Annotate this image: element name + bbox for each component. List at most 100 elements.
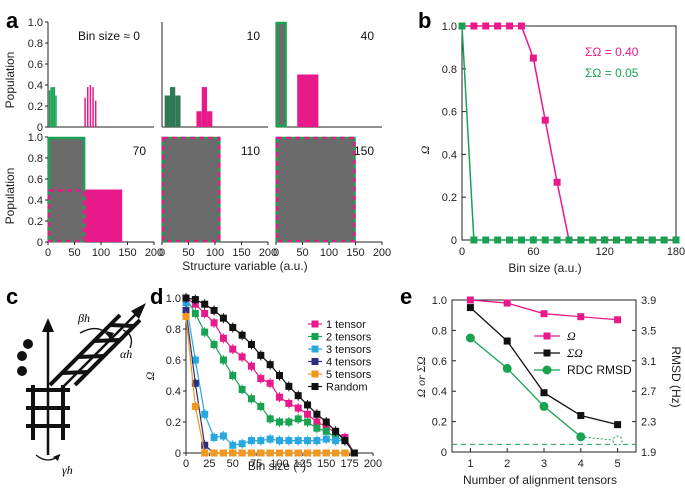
green-bar <box>175 95 181 127</box>
x-tick-label: 3 <box>541 458 547 470</box>
y-tick-label: 0.4 <box>28 195 43 207</box>
subplot-label: 110 <box>241 144 260 158</box>
y-tick-label: 0.8 <box>432 325 447 337</box>
data-point <box>229 323 237 331</box>
pink-bar <box>201 87 208 127</box>
series-line-pink <box>462 25 676 241</box>
panel-label-a: a <box>6 8 19 33</box>
legend-marker <box>311 320 319 328</box>
legend-marker <box>543 332 551 340</box>
y-tick-label: 1.0 <box>442 21 457 33</box>
x-tick-label: 50 <box>227 458 239 470</box>
data-point <box>266 449 274 457</box>
y-tick-label: 0.6 <box>28 174 43 186</box>
data-point <box>201 310 209 317</box>
data-point <box>341 449 349 457</box>
legend-marker <box>311 383 319 390</box>
data-point <box>313 437 321 445</box>
panel-d-ylabel: Ω <box>143 371 157 380</box>
data-point <box>341 437 349 445</box>
subplot-label: 40 <box>361 29 375 43</box>
data-point <box>210 306 218 314</box>
data-point <box>191 310 199 317</box>
data-point <box>332 449 340 457</box>
data-point <box>229 441 237 449</box>
data-point <box>247 449 255 457</box>
panel-a-xlabel: Structure variable (a.u.) <box>182 259 307 273</box>
y-tick-label: 0.8 <box>28 153 43 165</box>
data-point <box>350 449 358 457</box>
data-point <box>614 316 622 324</box>
legend-label: 1 tensor <box>326 319 366 331</box>
y2-tick-label: 3.1 <box>641 356 656 368</box>
panel-e-y2label: RMSD (Hz) <box>669 346 683 407</box>
legend-label: RDC RMSD <box>567 363 632 377</box>
data-point <box>182 313 190 321</box>
panel-b-ylabel: Ω <box>418 145 432 154</box>
panel-e-xlabel: Number of alignment tensors <box>463 473 617 487</box>
data-point-green <box>470 236 478 244</box>
y2-tick-label: 1.9 <box>641 447 656 459</box>
x-tick-label: 200 <box>373 247 391 259</box>
panel-c-schematic: βh αh γh <box>17 303 146 477</box>
data-point <box>257 437 265 445</box>
data-point <box>304 437 312 445</box>
data-point <box>219 356 227 364</box>
y-tick-label: 0.8 <box>28 38 43 50</box>
series-line <box>469 337 582 438</box>
y-tick-label: 0.2 <box>28 216 43 228</box>
data-point <box>219 334 227 342</box>
data-point-pink <box>494 22 502 30</box>
data-point-open <box>612 435 623 446</box>
data-point <box>247 395 255 403</box>
panel-a-ylabel-bottom: Population <box>3 168 17 225</box>
data-point <box>182 306 190 314</box>
series-line-dotted <box>580 436 618 442</box>
x-tick-label: 200 <box>259 247 277 259</box>
y-tick-label: 0.6 <box>442 107 457 119</box>
data-point <box>577 313 585 321</box>
gamma-h-label: γh <box>62 463 73 477</box>
y-tick-label: 0.2 <box>166 417 181 429</box>
y2-tick-label: 2.7 <box>641 386 656 398</box>
data-point <box>285 382 293 390</box>
y-tick-label: 0.8 <box>442 64 457 76</box>
panel-label-c: c <box>6 284 18 309</box>
data-point <box>322 418 330 426</box>
data-point <box>294 449 302 457</box>
x-tick-label: 0 <box>273 247 279 259</box>
legend-label: Ω <box>567 329 576 343</box>
panel-d-xlabel: Bin size (°) <box>248 459 306 473</box>
x-tick-label: 2 <box>504 458 510 470</box>
y-tick-label: 0.6 <box>166 355 181 367</box>
subplot-label: 10 <box>247 29 261 43</box>
x-tick-label: 150 <box>118 247 136 259</box>
data-point-green <box>529 236 537 244</box>
data-point <box>191 403 199 410</box>
data-point-green <box>553 236 561 244</box>
data-point <box>238 331 246 339</box>
panel-label-e: e <box>400 284 412 309</box>
data-point <box>257 449 265 457</box>
legend-label: 4 tensors <box>326 357 372 369</box>
y-tick-label: 1.0 <box>166 293 181 305</box>
pink-bar <box>297 74 319 127</box>
y-tick-label: 1.0 <box>432 295 447 307</box>
panel-b-annotation-pink: ΣΩ = 0.40 <box>585 45 639 59</box>
data-point <box>182 294 190 302</box>
data-point-green <box>648 236 656 244</box>
series-line-green <box>461 25 676 241</box>
legend-label: Random <box>326 382 368 394</box>
data-point <box>210 319 218 327</box>
x-tick-label: 0 <box>459 246 465 258</box>
subplot-label: Bin size ≈ 0 <box>78 29 140 43</box>
data-point <box>304 401 312 409</box>
data-point <box>313 424 321 432</box>
x-tick-label: 150 <box>232 247 250 259</box>
x-tick-label: 100 <box>92 247 110 259</box>
green-bar <box>275 136 356 243</box>
data-point-pink <box>517 22 525 30</box>
data-point <box>219 432 227 440</box>
panel-a-plots: Bin size ≈ 0 0 0.2 0.4 0.6 0.8 1.0 10 40 70 0 0.2 0.… <box>28 17 391 259</box>
